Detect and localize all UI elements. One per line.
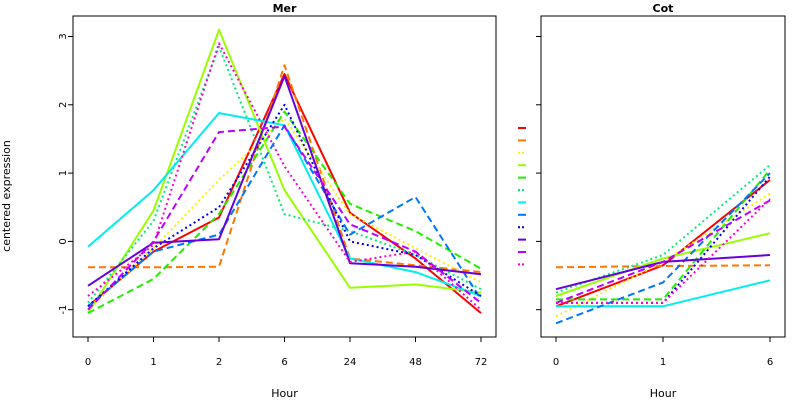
series-line-11 bbox=[555, 199, 771, 304]
series-line-5 bbox=[556, 169, 771, 301]
series-line-1 bbox=[87, 73, 482, 314]
panel-title: Mer bbox=[273, 2, 297, 15]
y-tick-label: 0 bbox=[58, 238, 69, 244]
panel-cot: Cot 0 1 6 Hour bbox=[536, 2, 786, 400]
series-line-7 bbox=[556, 279, 771, 308]
series-line-2 bbox=[555, 264, 771, 269]
series-line-5 bbox=[87, 110, 482, 314]
x-tick-label: 0 bbox=[553, 357, 559, 368]
x-tick-label: 6 bbox=[767, 357, 773, 368]
x-tick-label: 0 bbox=[85, 357, 91, 368]
series-line-12 bbox=[556, 198, 771, 304]
series-line-4 bbox=[87, 28, 482, 314]
series-line-1 bbox=[555, 179, 771, 308]
x-axis-label: Hour bbox=[650, 387, 677, 400]
plot-frame bbox=[72, 15, 497, 338]
series-line-6 bbox=[555, 164, 771, 294]
x-tick-label: 72 bbox=[475, 357, 488, 368]
series-line-8 bbox=[555, 172, 771, 325]
x-tick-label: 2 bbox=[216, 357, 222, 368]
series-line-2 bbox=[88, 64, 482, 274]
y-axis-label: centered expression bbox=[0, 140, 13, 252]
line-style-legend bbox=[518, 127, 526, 266]
series-line-7 bbox=[87, 112, 482, 297]
x-tick-label: 24 bbox=[344, 357, 357, 368]
series-line-8 bbox=[87, 124, 482, 308]
x-tick-label: 1 bbox=[150, 357, 156, 368]
y-tick-label: 3 bbox=[58, 33, 69, 39]
x-tick-label: 1 bbox=[660, 357, 666, 368]
y-tick-label: 1 bbox=[58, 170, 69, 176]
panel-title: Cot bbox=[653, 2, 674, 15]
y-tick-label: 2 bbox=[58, 102, 69, 108]
y-tick-label: -1 bbox=[58, 305, 69, 315]
series-line-3 bbox=[555, 192, 771, 318]
x-tick-label: 48 bbox=[409, 357, 422, 368]
series-line-6 bbox=[87, 45, 482, 304]
series-line-4 bbox=[555, 232, 771, 297]
x-tick-label: 6 bbox=[281, 357, 287, 368]
panel-mer: Mer -1 0 1 2 3 0 1 2 6 24 48 72 Hour bbox=[58, 2, 497, 400]
series-line-12 bbox=[87, 42, 482, 311]
series-line-9 bbox=[87, 103, 482, 308]
x-axis-label: Hour bbox=[271, 387, 298, 400]
